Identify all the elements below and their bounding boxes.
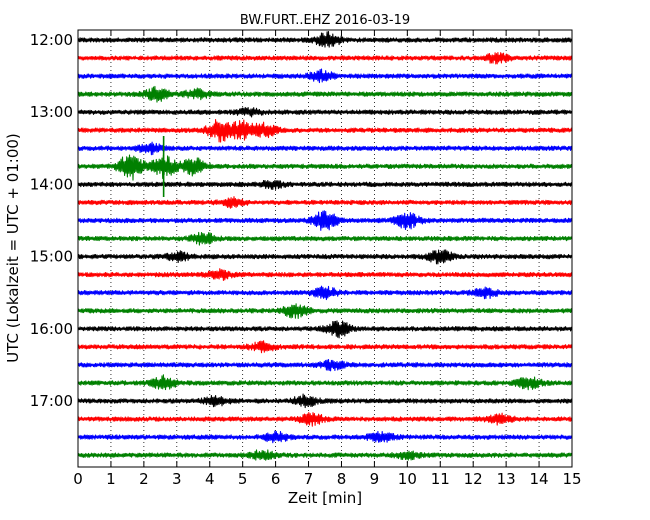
trace-row-1200 [77,31,573,48]
trace-row-1400 [77,179,573,191]
trace-row-1445 [77,231,573,246]
x-tick-label-12: 12 [464,470,483,488]
trace-row-1515 [77,268,573,281]
x-tick-label-0: 0 [73,470,83,488]
y-tick-label-2: 14:00 [30,175,73,193]
y-axis-label: UTC (Lokalzeit = UTC + 01:00) [4,133,22,363]
trace-row-1500 [77,249,573,265]
x-tick-label-8: 8 [337,470,347,488]
trace-row-1615 [77,340,573,354]
trace-row-1730 [77,430,573,444]
trace-row-1600 [77,320,573,339]
x-tick-label-9: 9 [370,470,380,488]
x-tick-label-4: 4 [205,470,215,488]
x-tick-label-3: 3 [172,470,182,488]
trace-row-1430 [77,210,573,231]
y-tick-label-4: 16:00 [30,320,73,338]
trace-row-1315 [77,119,573,143]
trace-row-1745 [77,449,573,461]
y-tick-label-1: 13:00 [30,103,73,121]
x-axis-label: Zeit [min] [288,489,362,507]
trace-row-1330 [77,141,573,156]
x-tick-label-5: 5 [238,470,248,488]
y-tick-label-0: 12:00 [30,31,73,49]
trace-row-1245 [77,85,573,103]
trace-row-1345 [77,154,573,181]
trace-row-1645 [77,374,573,391]
trace-row-1215 [77,52,573,65]
chart-title: BW.FURT..EHZ 2016-03-19 [240,13,410,28]
x-tick-label-11: 11 [431,470,450,488]
x-tick-label-14: 14 [530,470,549,488]
trace-rows [77,31,573,461]
plot-frame [77,29,573,468]
trace-row-1300 [77,106,573,118]
x-tick-label-1: 1 [106,470,116,488]
x-tick-label-7: 7 [304,470,314,488]
x-tick-label-10: 10 [398,470,417,488]
y-tick-label-5: 17:00 [30,392,73,410]
axis-ticks: 0 1 2 3 4 5 6 7 8 9 10 11 12 13 14 1512:0013:0014:0015:… [30,30,582,488]
trace-row-1530 [77,285,573,301]
trace-row-1545 [77,303,573,320]
x-tick-label-15: 15 [562,470,581,488]
trace-row-1230 [77,68,573,84]
x-tick-label-13: 13 [497,470,516,488]
trace-row-1700 [77,393,573,409]
y-tick-label-3: 15:00 [30,248,73,266]
x-tick-label-2: 2 [139,470,149,488]
trace-row-1415 [77,196,573,209]
x-tick-label-6: 6 [271,470,281,488]
trace-row-1630 [77,358,573,372]
trace-row-1715 [77,412,573,427]
grid-lines [110,30,540,467]
